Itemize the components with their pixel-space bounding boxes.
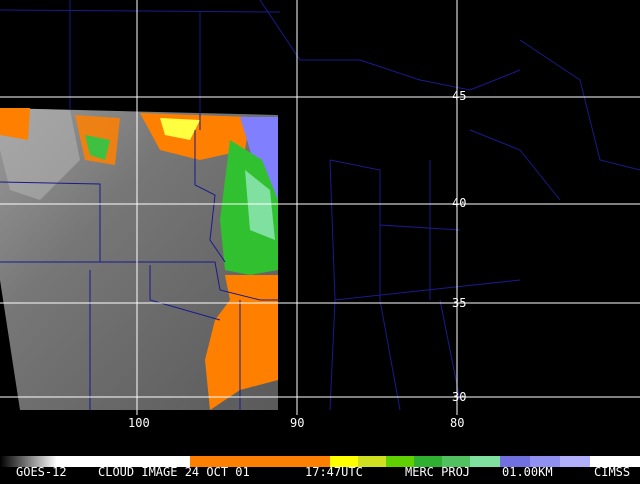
footer-text: CIMSS (594, 465, 630, 479)
color-step (190, 456, 330, 467)
political-borders (0, 0, 640, 411)
longitude-label: 100 (128, 416, 150, 430)
color-step (470, 456, 500, 467)
cloud-tops (245, 170, 275, 240)
footer-text: GOES-12 (16, 465, 67, 479)
color-step (358, 456, 386, 467)
cloud-tops (85, 135, 110, 160)
footer: GOES-12 CLOUD IMAGE 24 OCT 01 17:47UTC M… (16, 465, 630, 479)
color-step (500, 456, 530, 467)
gray-scale (0, 456, 190, 467)
footer-text: 17:47UTC (305, 465, 363, 479)
footer-text: CLOUD IMAGE 24 OCT 01 (98, 465, 250, 479)
cloud-tops (160, 118, 200, 140)
color-step (386, 456, 414, 467)
border-lines (0, 0, 640, 411)
footer-text: MERC PROJ (405, 465, 470, 479)
color-bar (0, 456, 640, 467)
cloud-image (0, 108, 278, 410)
cloud-tops (0, 108, 30, 140)
footer-text: 01.00KM (502, 465, 553, 479)
longitude-label: 80 (450, 416, 464, 430)
grid-labels: 45 40 35 30 100 90 80 (128, 89, 466, 430)
latitude-label: 35 (452, 296, 466, 310)
color-step (590, 456, 640, 467)
latitude-label: 30 (452, 390, 466, 404)
color-step (560, 456, 590, 467)
latitude-label: 45 (452, 89, 466, 103)
color-step (442, 456, 470, 467)
longitude-label: 90 (290, 416, 304, 430)
latitude-label: 40 (452, 196, 466, 210)
cloud-tops (205, 275, 278, 410)
color-step (330, 456, 358, 467)
lat-lon-grid (0, 0, 640, 415)
color-step (530, 456, 560, 467)
color-step (414, 456, 442, 467)
